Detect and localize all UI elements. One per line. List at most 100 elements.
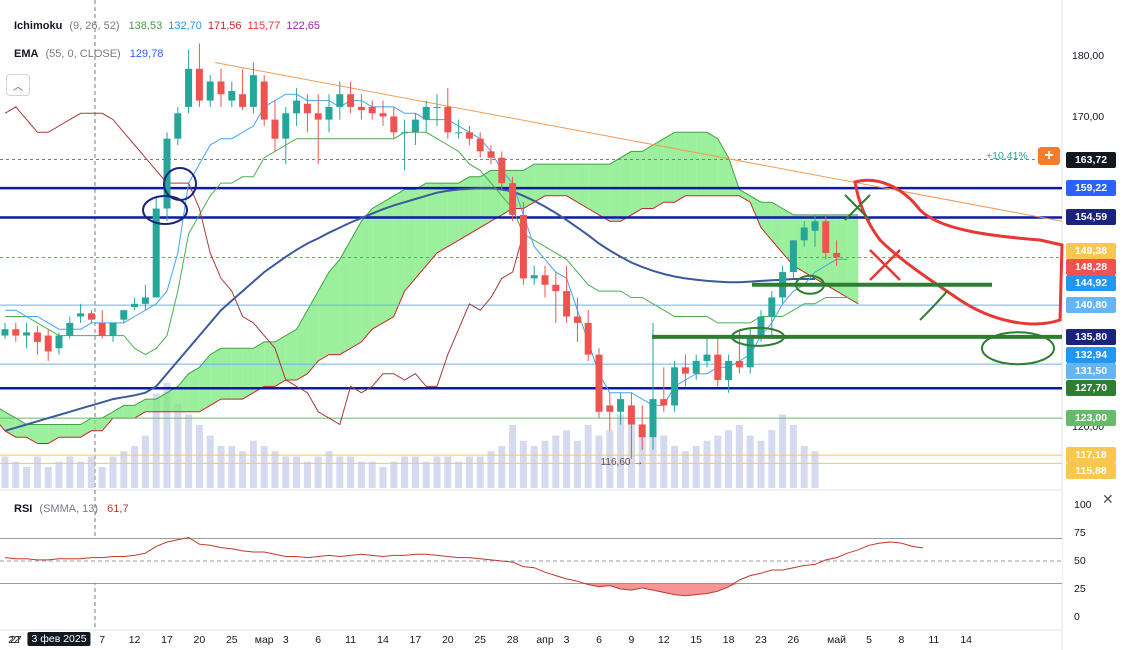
candle-body [714, 354, 722, 381]
volume-bar [649, 430, 657, 488]
candle-body [55, 335, 63, 349]
volume-bar [228, 446, 236, 488]
kumo-segment [707, 132, 718, 196]
volume-bar [541, 440, 549, 488]
volume-bar [552, 435, 560, 488]
volume-bar [530, 446, 538, 488]
candle-body [239, 94, 247, 107]
volume-bar [33, 456, 41, 488]
candle-body [185, 68, 193, 107]
kumo-segment [221, 348, 232, 400]
candle-body [509, 183, 517, 215]
candle-body [174, 113, 182, 139]
candle-body [390, 116, 398, 133]
volume-bar [519, 440, 527, 488]
date-label: 6 [315, 634, 322, 646]
annotation-circle [731, 326, 785, 347]
rsi-line [4, 536, 924, 597]
kumo-segment [739, 189, 751, 203]
add-alert-button[interactable]: + [1038, 147, 1060, 165]
annotation-circle [795, 274, 825, 295]
date-label: 11 [928, 634, 940, 646]
close-pane-button[interactable]: ✕ [1102, 491, 1114, 507]
kumo-segment [771, 202, 783, 253]
date-label: 7 [99, 634, 106, 646]
candle-body [379, 113, 387, 117]
volume-bar [617, 414, 625, 488]
collapse-legend-button[interactable]: ︿ [6, 74, 30, 96]
kumo-segment [145, 399, 157, 412]
annotation-check-mark [844, 194, 871, 221]
senkou-b-line [0, 195, 859, 444]
date-label: 6 [596, 634, 602, 646]
ichimoku-legend[interactable]: Ichimoku (9, 26, 52) 138,53 132,70 171,56 1… [14, 20, 320, 32]
kumo-segment [199, 354, 211, 412]
candle-body [357, 106, 365, 111]
volume-bar [401, 456, 409, 488]
volume-bar [811, 451, 819, 488]
kumo-segment [350, 221, 362, 349]
price-tag: 163,72 [1066, 151, 1116, 168]
rsi-value: 61,7 [107, 503, 129, 515]
candle-body [703, 354, 711, 361]
price-axis-label: 180,00 [1072, 50, 1105, 62]
candle-body [422, 106, 430, 120]
date-label: 20 [193, 634, 206, 646]
volume-bar [141, 435, 149, 488]
candle-body [411, 119, 419, 133]
volume-bar [444, 456, 452, 488]
ichimoku-value: 138,53 [128, 20, 163, 32]
candle-body [141, 297, 149, 304]
kumo-segment [555, 164, 567, 196]
candle-body [519, 214, 527, 279]
price-tag: 140,80 [1066, 297, 1116, 314]
rsi-legend[interactable]: RSI (SMMA, 13) 61,7 [14, 503, 129, 515]
date-label: 9 [628, 634, 635, 646]
ema-params: (55, 0, CLOSE) [45, 48, 121, 60]
price-axis-label: 170,00 [1072, 111, 1105, 123]
candle-body [498, 157, 506, 184]
kumo-segment [599, 164, 610, 222]
volume-bar [217, 446, 225, 488]
kumo-segment [534, 164, 545, 203]
date-label: 23 [755, 634, 767, 646]
kumo-segment [167, 386, 178, 412]
volume-bar [98, 467, 106, 488]
volume-bar [800, 446, 808, 488]
volume-bar [1, 456, 9, 488]
volume-bar [379, 467, 387, 488]
candle-body [789, 240, 797, 273]
price-tag: 117,18 [1066, 447, 1116, 464]
volume-bar [249, 440, 257, 488]
kumo-segment [609, 157, 621, 222]
volume-bar [271, 451, 279, 488]
rsi-axis-label: 50 [1074, 555, 1086, 567]
percent-change-label: +10,41% [986, 150, 1028, 162]
kumo-segment [59, 424, 70, 438]
candle-body [131, 303, 139, 307]
kumo-segment [393, 189, 405, 317]
volume-bar [584, 425, 592, 488]
candle-body [800, 227, 808, 241]
ema-value: 129,78 [129, 48, 164, 60]
rsi-name: RSI [14, 503, 33, 515]
candle-body [627, 405, 635, 425]
volume-bar [131, 446, 139, 488]
low-price-marker: 116,60 → [601, 457, 644, 468]
candle-body [303, 103, 311, 114]
annotation-x-mark [869, 249, 901, 281]
date-label: 28 [506, 634, 519, 646]
candle-body [98, 322, 106, 336]
kumo-segment [242, 348, 254, 400]
price-tag: 123,00 [1066, 410, 1116, 427]
kumo-segment [37, 424, 49, 444]
candle-body [195, 68, 203, 101]
candle-body [433, 106, 441, 108]
ema-legend[interactable]: EMA (55, 0, CLOSE) 129,78 [14, 48, 163, 60]
volume-bar [757, 440, 765, 488]
volume-bar [109, 456, 117, 488]
volume-bar [239, 451, 247, 488]
volume-bar [55, 461, 63, 488]
volume-bar [638, 435, 646, 488]
